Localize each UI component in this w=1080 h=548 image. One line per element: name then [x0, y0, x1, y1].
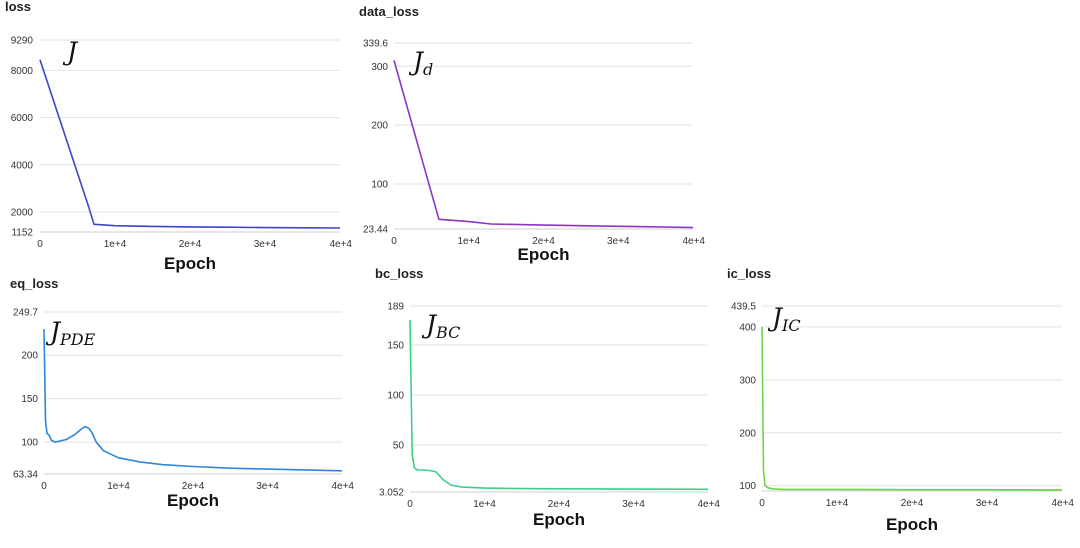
x-tick-label: 0 — [391, 236, 397, 247]
y-tick-label: 50 — [393, 441, 405, 452]
y-tick-label: 150 — [387, 341, 404, 352]
x-tick-label: 4e+4 — [329, 239, 352, 250]
x-axis-label: Epoch — [533, 510, 585, 529]
x-axis-label: Epoch — [518, 245, 570, 264]
x-axis-label: Epoch — [886, 515, 938, 534]
x-tick-label: 2e+4 — [548, 499, 571, 510]
x-axis-label: Epoch — [164, 254, 216, 273]
y-tick-label: 249.7 — [13, 308, 38, 319]
series-line — [39, 59, 341, 229]
x-tick-label: 2e+4 — [182, 481, 205, 492]
x-tick-label: 0 — [759, 498, 765, 509]
y-tick-label: 200 — [739, 428, 756, 439]
chart-panel-eq_loss: eq_loss 63.34 100 150 200 249.7 0 1e+4 2e+4 3e+4 4… — [10, 276, 354, 510]
y-tick-label: 4000 — [11, 160, 34, 171]
x-tick-label: 1e+4 — [104, 239, 127, 250]
x-tick-label: 0 — [407, 499, 413, 510]
x-tick-label: 4e+4 — [1051, 498, 1074, 509]
chart-title: loss — [5, 0, 31, 14]
y-tick-label: 23.44 — [363, 225, 388, 236]
x-tick-label: 3e+4 — [254, 239, 277, 250]
loss-symbol-annotation: Jd — [408, 47, 433, 79]
y-tick-label: 200 — [21, 351, 38, 362]
y-tick-label: 400 — [739, 322, 756, 333]
y-tick-label: 200 — [371, 121, 388, 132]
x-tick-label: 0 — [37, 239, 43, 250]
x-tick-label: 4e+4 — [331, 481, 354, 492]
x-tick-label: 2e+4 — [532, 236, 555, 247]
loss-symbol-annotation: JIC — [767, 303, 801, 335]
x-tick-label: 4e+4 — [682, 236, 705, 247]
loss-symbol-annotation: JPDE — [45, 317, 96, 349]
chart-title: eq_loss — [10, 276, 58, 291]
y-tick-label: 100 — [21, 438, 38, 449]
y-tick-label: 6000 — [11, 113, 34, 124]
loss-symbol-annotation: J — [62, 37, 79, 66]
y-tick-label: 100 — [387, 391, 404, 402]
x-tick-label: 1e+4 — [473, 499, 496, 510]
y-tick-label: 439.5 — [731, 302, 756, 313]
chart-panel-loss: loss 1152 2000 4000 6000 8000 9290 0 1e+4 2e+4 3e+… — [5, 0, 352, 273]
y-tick-label: 1152 — [11, 228, 33, 239]
loss-symbol-annotation: JBC — [421, 310, 460, 342]
chart-title: data_loss — [359, 4, 419, 19]
x-tick-label: 1e+4 — [107, 481, 130, 492]
x-tick-label: 1e+4 — [826, 498, 849, 509]
series-line — [761, 326, 1063, 491]
y-tick-label: 63.34 — [13, 470, 38, 481]
y-tick-label: 8000 — [11, 66, 34, 77]
y-tick-label: 2000 — [11, 207, 34, 218]
x-tick-label: 3e+4 — [976, 498, 999, 509]
x-tick-label: 2e+4 — [901, 498, 924, 509]
y-tick-label: 9290 — [11, 36, 34, 47]
x-tick-label: 1e+4 — [457, 236, 480, 247]
y-tick-label: 189 — [387, 302, 404, 313]
chart-title: bc_loss — [375, 266, 423, 281]
series-line — [393, 60, 694, 229]
x-axis-label: Epoch — [167, 491, 219, 510]
y-tick-label: 300 — [739, 375, 756, 386]
x-tick-label: 3e+4 — [256, 481, 279, 492]
chart-panel-bc_loss: bc_loss 3.052 50 100 150 189 0 1e+4 2e+4 3e+4 4e+4… — [375, 266, 720, 529]
y-tick-label: 100 — [371, 179, 388, 190]
x-tick-label: 4e+4 — [697, 499, 720, 510]
x-tick-label: 3e+4 — [607, 236, 630, 247]
x-tick-label: 0 — [41, 481, 47, 492]
y-tick-label: 3.052 — [379, 488, 404, 499]
y-tick-label: 100 — [739, 481, 756, 492]
y-tick-label: 339.6 — [363, 39, 388, 50]
x-tick-label: 2e+4 — [179, 239, 202, 250]
chart-panel-data_loss: data_loss 23.44 100 200 300 339.6 0 1e+4 2e+4 3e+… — [359, 4, 705, 264]
series-line — [409, 319, 709, 491]
chart-title: ic_loss — [727, 266, 771, 281]
y-tick-label: 300 — [371, 62, 388, 73]
series-line — [43, 329, 343, 472]
y-tick-label: 150 — [21, 394, 38, 405]
chart-panel-ic_loss: ic_loss 100 200 300 400 439.5 0 1e+4 2e+4 3e+4 4e+… — [727, 266, 1074, 534]
x-tick-label: 3e+4 — [622, 499, 645, 510]
